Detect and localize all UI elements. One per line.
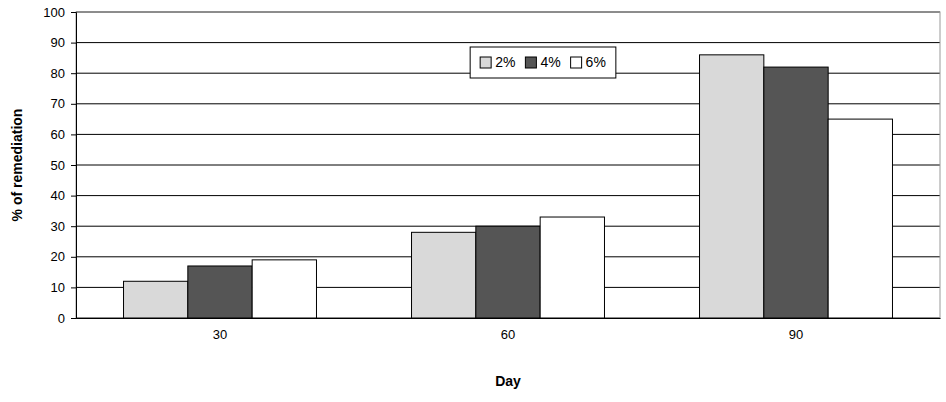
bar [124, 281, 188, 318]
x-tick: 60 [501, 318, 515, 342]
y-tick: 20 [51, 249, 76, 264]
legend-item: 4% [525, 54, 560, 70]
bar [764, 67, 828, 318]
y-tick-label: 80 [51, 66, 65, 81]
y-tick: 70 [51, 96, 76, 111]
grid-line [76, 42, 940, 43]
x-tick-label: 30 [213, 327, 227, 342]
y-tick-label: 0 [58, 311, 65, 326]
plot: 0 10 20 30 40 50 60 70 80 90 100 30 60 90 [43, 5, 940, 343]
legend-swatch [525, 57, 536, 68]
bar [476, 226, 540, 318]
legend-label: 6% [586, 54, 606, 70]
bar [188, 266, 252, 318]
y-tick-label: 20 [51, 249, 65, 264]
y-tick-mark [71, 43, 76, 44]
y-tick: 30 [51, 219, 76, 234]
bar [700, 55, 764, 318]
legend-swatch [571, 57, 582, 68]
y-tick-label: 100 [43, 5, 65, 20]
legend-box [470, 47, 616, 78]
y-tick-mark [71, 104, 76, 105]
y-tick-mark [71, 257, 76, 258]
y-tick: 60 [51, 127, 76, 142]
y-tick-mark [71, 165, 76, 166]
y-tick-mark [71, 287, 76, 288]
legend-item: 6% [571, 54, 606, 70]
legend: 2% 4% 6% [470, 47, 616, 78]
bar [252, 260, 316, 318]
y-tick: 100 [43, 5, 76, 20]
y-tick-label: 10 [51, 280, 65, 295]
y-tick-mark [71, 12, 76, 13]
legend-item: 2% [480, 54, 515, 70]
chart: 0 10 20 30 40 50 60 70 80 90 100 30 60 90 Day % of reme… [0, 0, 946, 402]
y-tick-mark [71, 134, 76, 135]
y-tick-label: 30 [51, 219, 65, 234]
y-tick: 10 [51, 280, 76, 295]
y-tick-label: 40 [51, 188, 65, 203]
y-tick-label: 50 [51, 158, 65, 173]
y-tick-mark [71, 73, 76, 74]
grid [76, 12, 940, 318]
y-tick: 50 [51, 158, 76, 173]
legend-swatch [480, 57, 491, 68]
y-tick-label: 60 [51, 127, 65, 142]
legend-label: 4% [540, 54, 560, 70]
bar [828, 119, 892, 318]
y-tick: 80 [51, 66, 76, 81]
x-tick: 30 [213, 318, 227, 342]
x-axis-line [77, 318, 941, 319]
y-tick: 40 [51, 188, 76, 203]
y-tick-label: 90 [51, 35, 65, 50]
y-tick-mark [71, 226, 76, 227]
y-tick: 90 [51, 35, 76, 50]
y-tick-mark [71, 196, 76, 197]
bar [540, 217, 604, 318]
y-tick-mark [71, 318, 76, 319]
y-tick-label: 70 [51, 96, 65, 111]
y-axis-title: % of remediation [9, 109, 25, 222]
y-axis: 0 10 20 30 40 50 60 70 80 90 100 [43, 5, 76, 326]
legend-label: 2% [495, 54, 515, 70]
bar [412, 232, 476, 318]
x-tick: 90 [789, 318, 803, 342]
x-axis: 30 60 90 [77, 318, 941, 342]
x-tick-label: 60 [501, 327, 515, 342]
x-tick-label: 90 [789, 327, 803, 342]
y-tick: 0 [58, 311, 76, 326]
plot-frame [76, 12, 940, 318]
y-axis-line [71, 13, 77, 319]
x-axis-title: Day [495, 373, 521, 389]
bars [124, 55, 893, 318]
